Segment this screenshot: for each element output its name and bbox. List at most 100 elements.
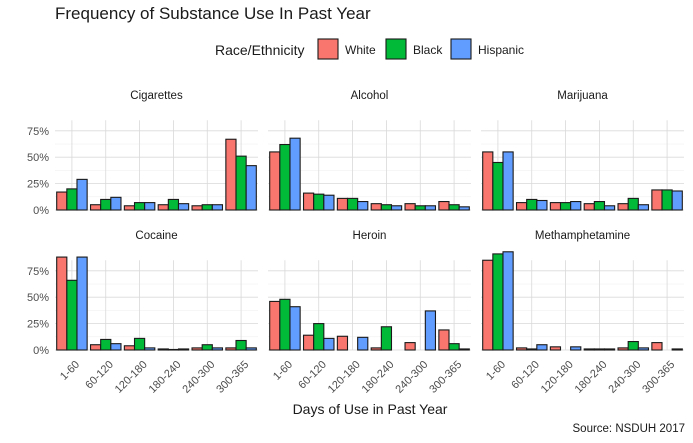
x-tick-label: 1-60 <box>58 359 82 383</box>
bar-marijuana-white-240-300 <box>617 203 629 211</box>
bar-alcohol-white-300-365 <box>438 201 450 211</box>
panel-title-cocaine: Cocaine <box>135 230 177 242</box>
x-tick-label: 300-365 <box>214 359 251 396</box>
x-tick-label: 240-300 <box>180 359 217 396</box>
bar-alcohol-white-180-240 <box>370 203 382 211</box>
bar-alcohol-black-60-120 <box>313 193 325 211</box>
bar-alcohol-hispanic-240-300 <box>424 205 437 211</box>
x-tick-label: 60-120 <box>83 359 116 392</box>
bar-methamphetamine-white-240-300 <box>617 347 629 351</box>
bar-cigarettes-black-300-365 <box>235 155 247 211</box>
bar-methamphetamine-hispanic-240-300 <box>637 347 650 351</box>
bar-methamphetamine-hispanic-120-180 <box>570 346 582 351</box>
bar-marijuana-black-120-180 <box>559 202 572 211</box>
bar-marijuana-white-120-180 <box>549 202 562 211</box>
x-tick-label: 120-180 <box>539 359 576 396</box>
y-tick-label: 25% <box>27 319 49 331</box>
panel-methamphetamine: Methamphetamine 1-60 60-120120-180180-2402… <box>481 230 684 396</box>
bar-cigarettes-black-60-120 <box>100 198 112 211</box>
bar-heroin-hispanic-60-120 <box>323 337 335 351</box>
bar-heroin-black-300-365 <box>448 343 460 351</box>
x-tick-label: 1-60 <box>484 359 508 383</box>
bar-cocaine-hispanic-120-180 <box>144 347 156 351</box>
bar-heroin-white-1-60 <box>269 300 281 351</box>
x-axis-title: Days of Use in Past Year <box>293 401 448 417</box>
bar-cigarettes-hispanic-60-120 <box>110 196 122 211</box>
bar-marijuana-hispanic-120-180 <box>570 201 582 211</box>
bar-methamphetamine-black-60-120 <box>526 348 538 351</box>
y-tick-label: 50% <box>27 292 49 304</box>
y-tick-label: 75% <box>27 266 49 278</box>
bar-alcohol-black-1-60 <box>279 143 291 211</box>
bar-cocaine-black-300-365 <box>235 339 247 351</box>
legend-label-white: White <box>345 43 376 57</box>
bar-heroin-white-240-300 <box>404 342 416 351</box>
bar-marijuana-black-1-60 <box>492 161 504 211</box>
bar-methamphetamine-hispanic-60-120 <box>536 344 548 351</box>
bar-methamphetamine-white-1-60 <box>482 259 494 351</box>
panel-title-marijuana: Marijuana <box>557 90 608 102</box>
bar-cigarettes-white-1-60 <box>56 191 68 211</box>
bar-alcohol-hispanic-300-365 <box>458 206 470 211</box>
panel-cigarettes: Cigarettes 0% 25% 50% 75% <box>27 90 258 217</box>
legend-swatch-hispanic <box>450 38 472 60</box>
bar-heroin-white-60-120 <box>302 334 315 351</box>
bar-marijuana-white-180-240 <box>583 203 595 211</box>
bar-marijuana-white-1-60 <box>482 151 494 211</box>
bar-cocaine-hispanic-300-365 <box>245 347 257 351</box>
y-tick-label: 75% <box>27 126 49 138</box>
panel-cocaine: Cocaine 0% 25% 50% 75% 1-60 60-120120-180180-2… <box>27 230 258 396</box>
bar-marijuana-hispanic-60-120 <box>536 199 548 211</box>
panel-title-alcohol: Alcohol <box>351 90 389 102</box>
bar-cocaine-black-120-180 <box>133 337 146 351</box>
bar-heroin-black-180-240 <box>380 326 393 351</box>
x-tick-label: 180-240 <box>573 359 610 396</box>
bar-cigarettes-hispanic-120-180 <box>144 202 156 211</box>
bar-cocaine-hispanic-60-120 <box>110 343 122 351</box>
bar-cigarettes-black-180-240 <box>167 198 180 211</box>
bar-cigarettes-hispanic-1-60 <box>76 178 88 211</box>
x-tick-label: 240-300 <box>606 359 643 396</box>
bar-cigarettes-black-1-60 <box>66 188 78 211</box>
bar-cigarettes-hispanic-180-240 <box>177 203 190 211</box>
bar-cocaine-black-240-300 <box>201 344 213 351</box>
bar-alcohol-black-300-365 <box>448 204 460 211</box>
y-tick-label: 50% <box>27 152 49 164</box>
x-tick-label: 300-365 <box>640 359 677 396</box>
legend-title: Race/Ethnicity <box>215 42 304 58</box>
bar-methamphetamine-hispanic-300-365 <box>671 348 683 351</box>
facet-panels: Cigarettes 0% 25% 50% 75% Alcohol Marijuana Coc… <box>27 90 684 396</box>
bar-marijuana-white-300-365 <box>651 189 663 211</box>
bar-heroin-white-300-365 <box>438 329 450 351</box>
bar-cigarettes-white-60-120 <box>89 204 102 211</box>
x-tick-label: 180-240 <box>360 359 397 396</box>
bar-cocaine-white-120-180 <box>123 345 136 351</box>
bar-cocaine-hispanic-180-240 <box>177 348 190 351</box>
bar-marijuana-black-180-240 <box>593 201 606 211</box>
bar-cigarettes-black-120-180 <box>133 202 146 211</box>
bar-marijuana-black-240-300 <box>627 197 639 211</box>
bar-alcohol-black-120-180 <box>346 197 359 211</box>
bar-heroin-hispanic-240-300 <box>424 310 437 351</box>
bar-alcohol-black-240-300 <box>414 205 426 211</box>
bar-heroin-hispanic-120-180 <box>357 336 369 351</box>
x-tick-label: 60-120 <box>296 359 329 392</box>
chart-caption: Source: NSDUH 2017 <box>573 423 686 435</box>
bar-heroin-hispanic-1-60 <box>289 306 301 351</box>
panel-heroin: Heroin 1-60 60-120120-180180-240240-300300… <box>268 230 471 396</box>
bar-heroin-black-60-120 <box>313 323 325 351</box>
bar-cocaine-white-180-240 <box>157 348 169 351</box>
bar-alcohol-white-1-60 <box>269 151 281 211</box>
bar-methamphetamine-black-1-60 <box>492 253 504 351</box>
bar-methamphetamine-black-240-300 <box>627 341 639 351</box>
bar-cocaine-hispanic-1-60 <box>76 256 88 351</box>
bar-marijuana-hispanic-300-365 <box>671 190 683 211</box>
bar-cocaine-white-1-60 <box>56 256 68 351</box>
chart-title: Frequency of Substance Use In Past Year <box>55 4 371 23</box>
bar-heroin-hispanic-300-365 <box>458 348 470 351</box>
bar-cigarettes-white-120-180 <box>123 205 136 211</box>
bar-methamphetamine-white-180-240 <box>583 348 595 351</box>
bar-alcohol-hispanic-60-120 <box>323 194 335 211</box>
bar-cigarettes-hispanic-300-365 <box>245 165 257 211</box>
